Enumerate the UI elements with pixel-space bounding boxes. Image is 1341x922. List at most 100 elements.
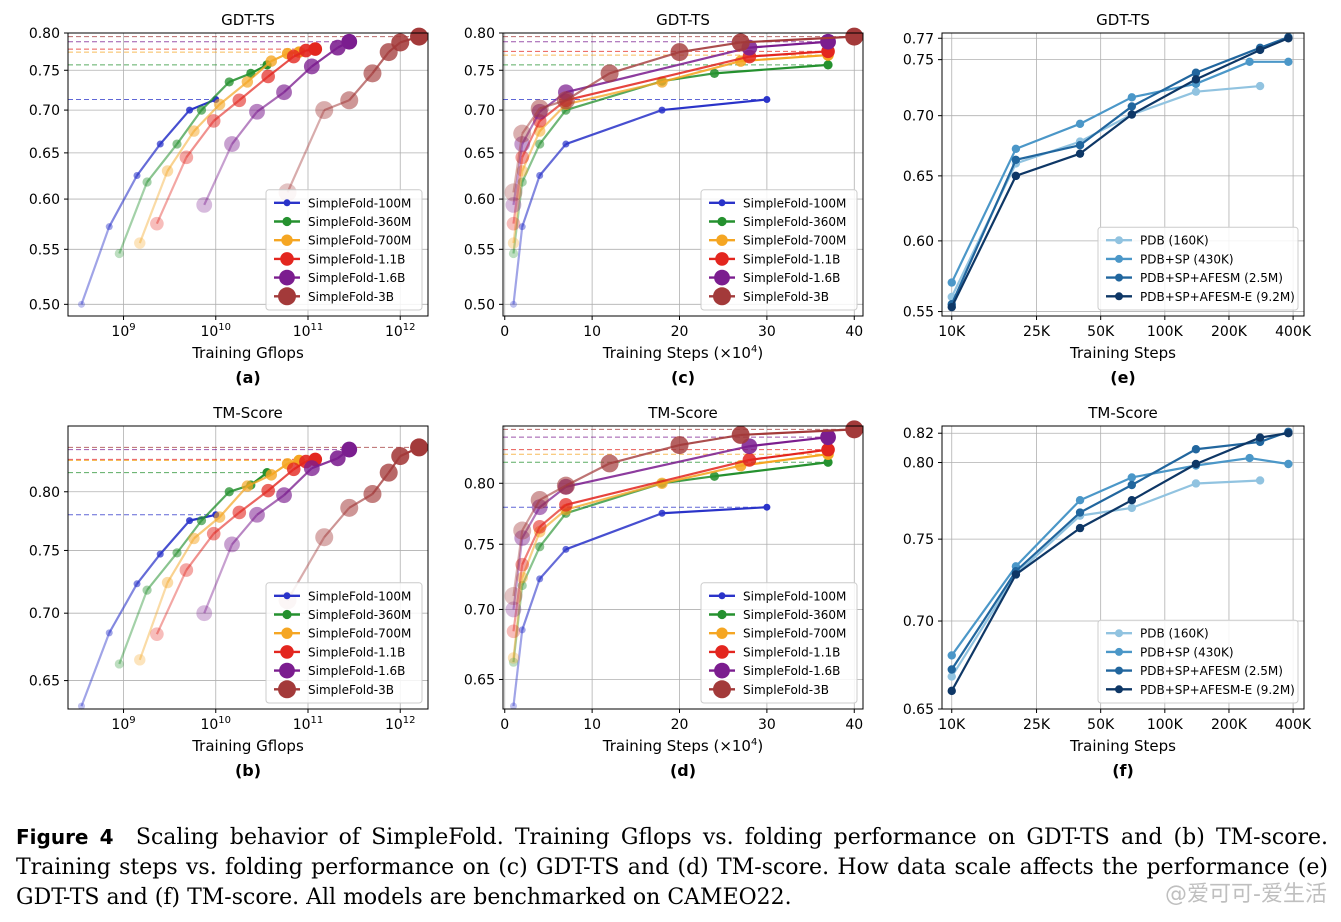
data-point — [1127, 480, 1137, 490]
series-line-segment — [565, 55, 750, 102]
legend-marker — [715, 252, 729, 266]
series-line-segment — [1131, 448, 1197, 486]
x-axis-label: Training Gflops — [191, 737, 304, 755]
series-line-segment — [512, 133, 524, 193]
y-tick-label: 0.75 — [903, 53, 934, 69]
y-tick-label: 0.65 — [29, 674, 60, 690]
legend-marker — [278, 680, 296, 699]
data-point — [232, 93, 247, 108]
data-point — [206, 114, 221, 128]
series-line-segment — [80, 632, 111, 707]
data-point — [315, 528, 334, 547]
panel-label: (c) — [671, 368, 695, 387]
data-point — [179, 563, 194, 577]
series-line-segment — [1015, 511, 1081, 573]
legend-label: SimpleFold-1.6B — [308, 271, 405, 285]
series-line-segment — [565, 80, 663, 106]
series-line-segment — [1195, 84, 1261, 93]
legend-label: SimpleFold-700M — [743, 234, 846, 248]
legend-label: SimpleFold-700M — [308, 627, 411, 641]
y-tick-label: 0.65 — [903, 702, 934, 718]
series-line-segment — [749, 448, 829, 462]
data-point — [410, 27, 429, 46]
x-axis-label: Training Steps (×104) — [602, 344, 763, 362]
series-simplefold-3b — [504, 420, 864, 606]
data-point — [504, 183, 523, 202]
data-point — [224, 487, 234, 497]
legend-label: PDB+SP+AFESM (2.5M) — [1140, 271, 1283, 285]
x-tick-label: 40 — [845, 717, 863, 733]
x-tick-label: 400K — [1275, 717, 1312, 733]
x-tick-label: 1012 — [385, 322, 416, 340]
data-point — [763, 95, 771, 103]
chart-title: TM-Score — [212, 404, 283, 422]
panel-label: (b) — [235, 761, 261, 780]
data-point — [535, 139, 545, 149]
legend-label: PDB+SP (430K) — [1140, 252, 1234, 266]
series-line-segment — [136, 143, 162, 177]
data-point — [1284, 459, 1293, 469]
data-point — [516, 165, 528, 177]
x-axis-label: Training Steps — [1069, 737, 1176, 755]
series-line-segment — [661, 98, 767, 112]
series-line-segment — [661, 506, 767, 515]
data-point — [150, 627, 164, 642]
y-tick-label: 0.65 — [464, 146, 495, 162]
data-point — [172, 139, 182, 149]
y-tick-label: 0.80 — [464, 476, 495, 492]
series-line-segment — [1079, 96, 1133, 125]
figure: 109 1010 1011 10120.500.550.600.650.700.750… — [29, 11, 1312, 780]
data-point — [515, 557, 530, 572]
data-point — [513, 124, 532, 143]
series-line-segment — [740, 453, 829, 467]
series-line-segment — [714, 63, 829, 75]
data-point — [658, 509, 666, 517]
series-line-segment — [950, 570, 1017, 671]
data-point — [363, 64, 382, 83]
data-point — [1127, 102, 1137, 111]
data-point — [142, 177, 152, 187]
data-point — [821, 442, 835, 457]
data-point — [156, 550, 164, 558]
data-point — [535, 542, 545, 552]
panel-c: 0 10 20 30 40 0.50 0.55 0.60 0.65 0.70 0.75 0.80 GDT… — [464, 11, 864, 387]
series-line-segment — [1131, 482, 1197, 509]
legend-label: PDB+SP (430K) — [1140, 645, 1234, 659]
series-pdb-sp-430k- — [947, 453, 1293, 660]
series-line-segment — [146, 552, 178, 591]
data-point — [134, 654, 146, 666]
data-point — [363, 485, 382, 504]
data-point — [1255, 45, 1265, 55]
panel-label: (a) — [235, 368, 260, 387]
data-point — [340, 498, 359, 517]
y-tick-label: 0.60 — [29, 192, 60, 208]
caption-text: Scaling behavior of SimpleFold. Training… — [16, 825, 1328, 910]
figure-caption: Figure 4 Scaling behavior of SimpleFold.… — [16, 822, 1328, 913]
legend-marker — [714, 662, 730, 679]
series-line-segment — [1131, 71, 1197, 108]
data-point — [536, 575, 544, 583]
series-line-segment — [538, 512, 567, 548]
chart-title: TM-Score — [1087, 404, 1158, 422]
series-simplefold-1-1b — [150, 452, 323, 642]
legend-label: PDB+SP+AFESM-E (9.2M) — [1140, 683, 1295, 697]
data-point — [114, 659, 124, 669]
series-line-segment — [1015, 152, 1081, 177]
data-point — [188, 532, 200, 545]
legend-marker — [718, 592, 726, 600]
data-point — [196, 196, 213, 213]
data-point — [1255, 476, 1265, 485]
series-simplefold-1-6b — [196, 441, 358, 622]
legend-marker — [283, 592, 291, 600]
data-point — [947, 686, 956, 696]
chart-title: GDT-TS — [656, 11, 710, 29]
data-point — [1075, 119, 1085, 129]
series-line-segment — [950, 148, 1017, 284]
plot-frame — [502, 32, 864, 317]
series-line-segment — [609, 444, 680, 465]
series-line-segment — [138, 582, 169, 661]
series-line-segment — [1195, 46, 1261, 74]
data-point — [1191, 68, 1201, 77]
legend-marker — [1115, 629, 1123, 638]
data-point — [845, 27, 864, 46]
